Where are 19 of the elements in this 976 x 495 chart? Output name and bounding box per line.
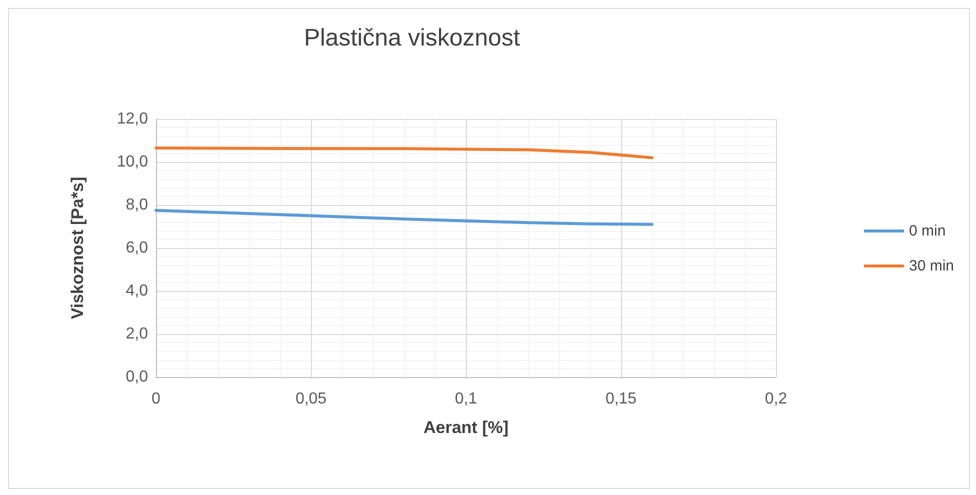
x-tick-label: 0,05 [295,390,327,408]
x-tick-label: 0,1 [454,390,478,408]
y-tick-label: 12,0 [116,110,148,128]
y-tick-label: 6,0 [126,240,148,256]
chart-title: Plastična viskoznost [304,24,520,52]
y-tick-label: 0,0 [126,368,148,386]
x-tick-label: 0,15 [605,390,637,408]
y-tick-label: 10,0 [116,154,148,170]
x-axis-title: Aerant [%] [423,418,509,437]
legend-label: 0 min [908,222,946,240]
y-tick-label: 8,0 [126,196,148,214]
x-tick-label: 0 [152,390,161,408]
y-tick-label: 2,0 [126,326,148,342]
line-series [154,146,654,160]
x-tick-label: 0,2 [764,390,788,408]
y-axis-title: Viskoznost [Pa*s] [68,176,87,320]
legend-label: 30 min [908,258,954,274]
line-series [154,208,654,226]
y-tick-label: 4,0 [126,282,148,300]
